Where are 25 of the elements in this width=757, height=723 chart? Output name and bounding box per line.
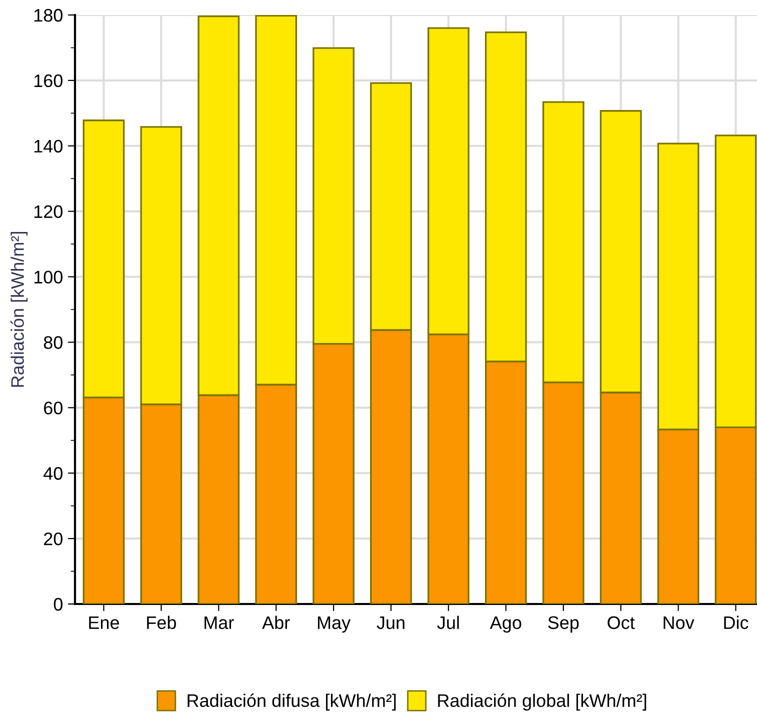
y-tick-label: 40 [44, 467, 62, 480]
x-tick-label: May [318, 616, 351, 633]
legend-label: Radiación difusa [kWh/m²] [188, 694, 396, 711]
y-tick-label: 120 [34, 205, 62, 218]
x-tick-label: Nov [664, 616, 694, 630]
y-tick-label: 140 [34, 140, 62, 153]
x-tick-label: Ene [89, 616, 119, 630]
y-tick-label: 20 [44, 532, 62, 546]
y-tick-label: 80 [44, 336, 62, 349]
x-tick-label: Oct [608, 616, 635, 630]
x-tick-label: Sep [548, 616, 579, 633]
x-tick-label: Jul [437, 616, 459, 630]
y-tick-label: 60 [44, 402, 62, 414]
x-tick-label: Ago [490, 616, 522, 633]
y-tick-label: 180 [34, 8, 62, 22]
legend-label: Radiación global [kWh/m²] [438, 694, 646, 711]
y-tick-label: 0 [54, 598, 62, 611]
y-tick-label: 100 [34, 270, 62, 284]
x-tick-label: Feb [147, 616, 176, 630]
x-tick-label: Mar [204, 616, 234, 630]
y-tick-label: 160 [34, 74, 62, 88]
x-tick-label: Abr [262, 616, 290, 630]
x-tick-label: Jun [376, 616, 404, 630]
y-axis-title: Radiación [kWh/m²] [10, 232, 28, 387]
x-tick-label: Dic [724, 616, 748, 630]
